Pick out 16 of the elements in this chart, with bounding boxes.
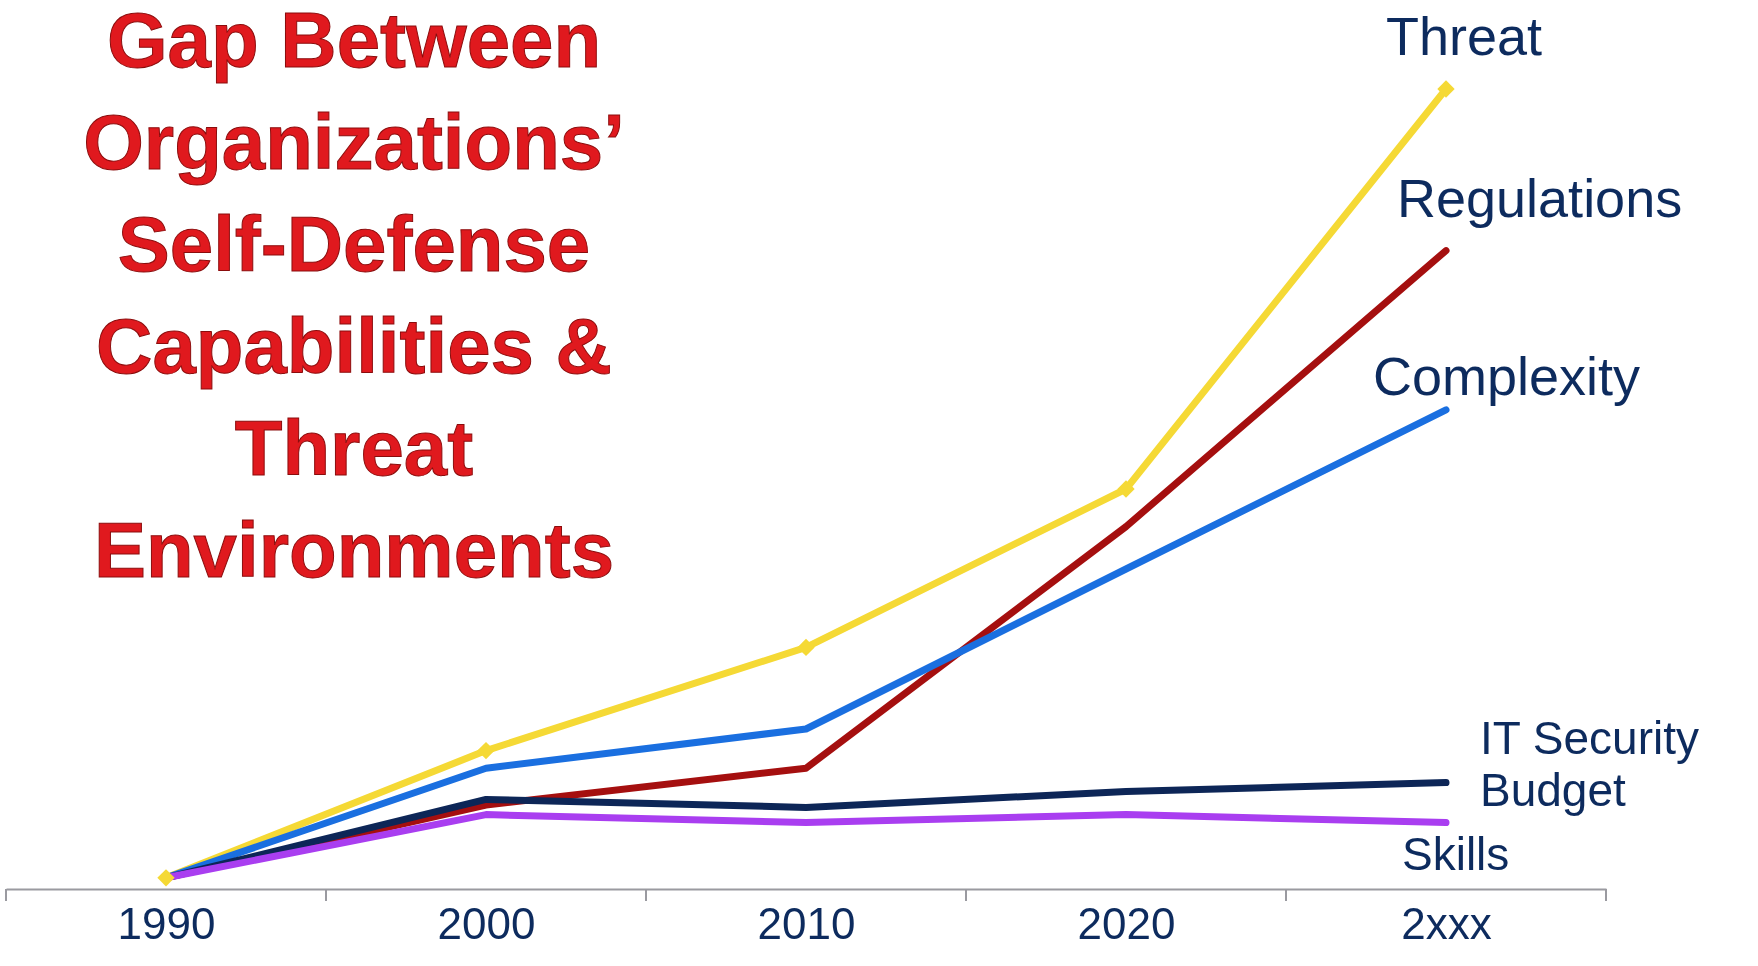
point	[477, 741, 495, 760]
point	[157, 869, 175, 887]
series-label: Skills	[1402, 827, 1510, 880]
point	[1117, 480, 1135, 498]
x-tick-label: 1990	[117, 898, 216, 948]
series-label: Complexity	[1373, 345, 1641, 406]
x-tick-label: 2000	[437, 898, 536, 948]
text: Gap Between Organizations’ Self-Defense Capabilities & Threat Environments	[83, 0, 625, 594]
series-label: Threat	[1385, 6, 1543, 66]
x-tick-label: 2020	[1077, 898, 1176, 948]
x-tick-label: 2010	[757, 898, 856, 948]
series-label: Regulations	[1397, 167, 1683, 228]
point	[797, 638, 815, 657]
point	[1437, 80, 1455, 98]
series-label: IT Security Budget	[1480, 711, 1699, 817]
x-tick-label: 2xxx	[1401, 898, 1492, 948]
